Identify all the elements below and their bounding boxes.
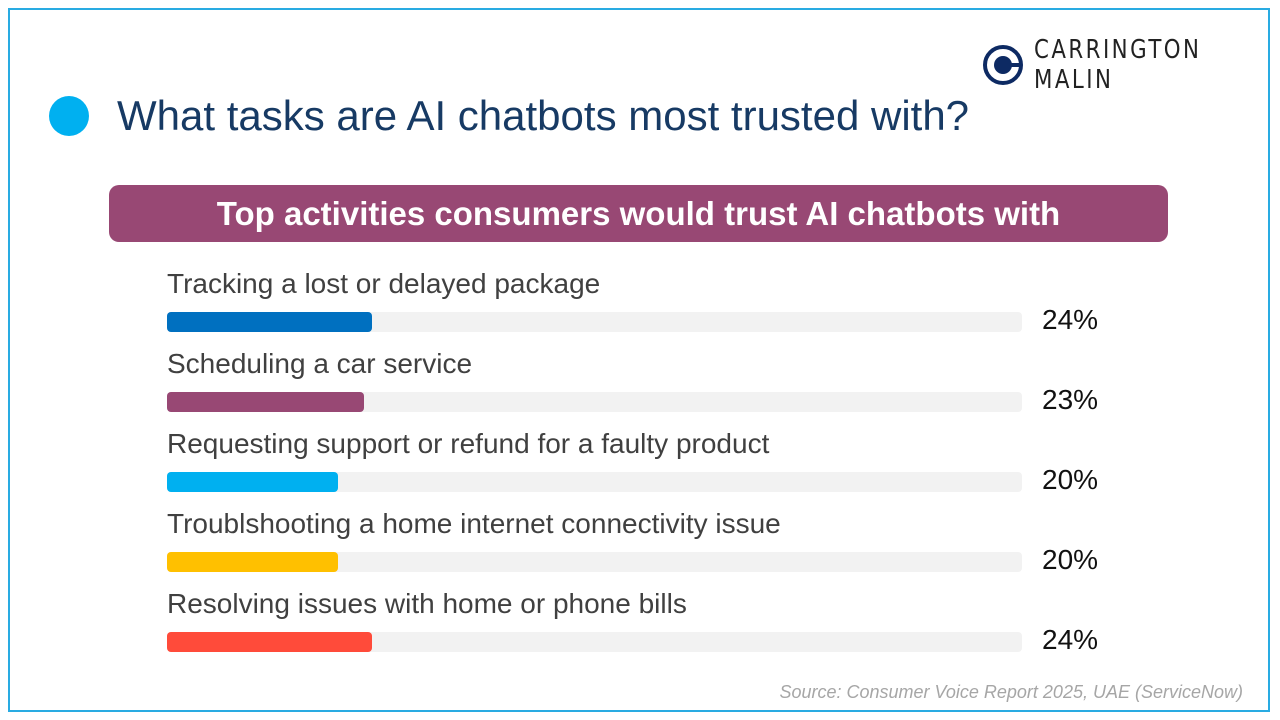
bar-row: Tracking a lost or delayed package 24% (167, 266, 1107, 335)
bar (167, 392, 364, 412)
value-label: 20% (1042, 464, 1099, 495)
bar-row: Resolving issues with home or phone bill… (167, 586, 1107, 655)
bar-row: Requesting support or refund for a fault… (167, 426, 1107, 495)
bar-track (167, 552, 1022, 572)
value-label: 24% (1042, 624, 1099, 655)
logo: Carrington Malin (982, 35, 1280, 95)
bar-label: Troublshooting a home internet connectiv… (167, 508, 781, 539)
bar-track (167, 472, 1022, 492)
bar-label: Tracking a lost or delayed package (167, 268, 601, 299)
bar-track (167, 312, 1022, 332)
source-note: Source: Consumer Voice Report 2025, UAE … (779, 682, 1243, 702)
bar-row: Scheduling a car service 23% (167, 346, 1107, 415)
logo-icon (982, 44, 1024, 86)
title-bullet-icon (49, 96, 89, 136)
bar (167, 312, 373, 332)
value-label: 20% (1042, 544, 1099, 575)
bar (167, 552, 338, 572)
bar-label: Scheduling a car service (167, 348, 473, 379)
bar-row: Troublshooting a home internet connectiv… (167, 506, 1107, 575)
value-label: 24% (1042, 304, 1099, 335)
bar (167, 632, 373, 652)
bar-label: Requesting support or refund for a fault… (167, 428, 770, 459)
bar (167, 472, 338, 492)
value-label: 23% (1042, 384, 1099, 415)
page-title: What tasks are AI chatbots most trusted … (117, 92, 970, 139)
slide-frame (8, 8, 1270, 712)
bar-track (167, 392, 1022, 412)
logo-text: Carrington Malin (1034, 35, 1202, 95)
chart-title: Top activities consumers would trust AI … (109, 185, 1168, 242)
bar-track (167, 632, 1022, 652)
bar-label: Resolving issues with home or phone bill… (167, 588, 687, 619)
